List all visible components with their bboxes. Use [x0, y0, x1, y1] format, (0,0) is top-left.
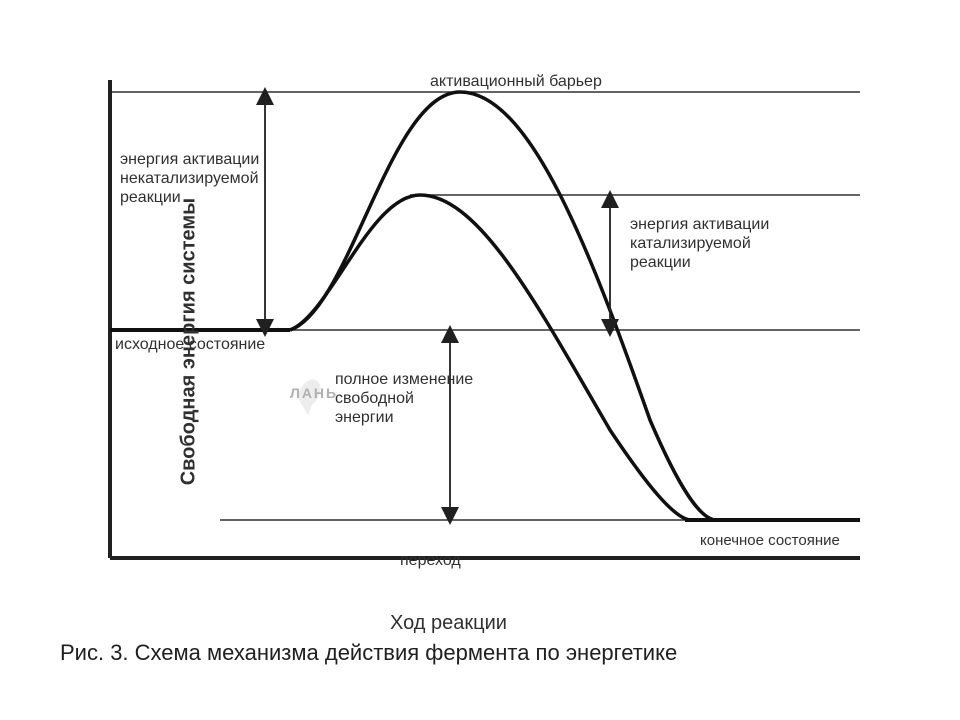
label-free-energy-change: полное изменение свободной энергии	[335, 370, 475, 428]
watermark-text: ЛАНЬ	[290, 385, 338, 401]
label-activation-barrier: активационный барьер	[430, 72, 602, 91]
label-catalyzed: энергия активации катализируемой реакции	[630, 215, 810, 273]
figure-caption: Рис. 3. Схема механизма действия фермент…	[60, 640, 677, 666]
uncatalyzed-curve	[290, 92, 715, 520]
label-initial-state: исходное состояние	[115, 335, 265, 354]
energy-diagram: Свободная энергия системы Ход реакции ак…	[90, 80, 880, 600]
x-axis-label: Ход реакции	[390, 612, 507, 635]
label-transition: переход	[400, 551, 461, 570]
label-final-state: конечное состояние	[700, 532, 840, 550]
label-uncatalyzed: энергия активации некатализируемой реакц…	[120, 150, 300, 208]
